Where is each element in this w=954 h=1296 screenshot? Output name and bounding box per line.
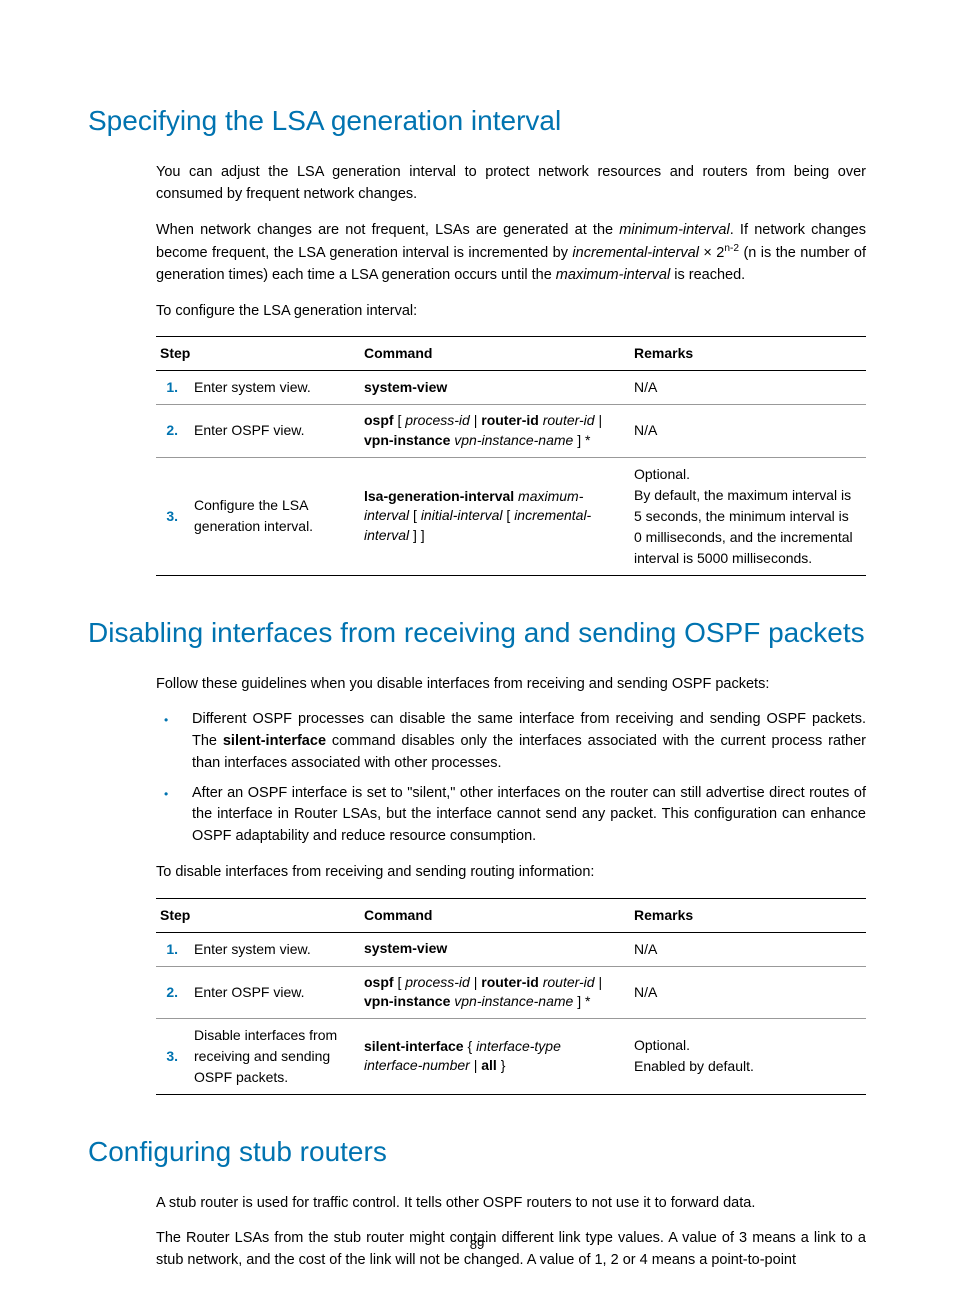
bullet-2: After an OSPF interface is set to "silen…	[156, 783, 866, 848]
th-command: Command	[356, 337, 626, 371]
step-command: system-view	[356, 371, 626, 405]
table-row: 3.Configure the LSA generation interval.…	[156, 457, 866, 575]
step-number: 3.	[156, 457, 186, 575]
step-remarks: Optional.By default, the maximum interva…	[626, 457, 866, 575]
heading-silent-interface: Disabling interfaces from receiving and …	[88, 612, 866, 654]
tbody-silent: 1.Enter system view.system-viewN/A2.Ente…	[156, 932, 866, 1094]
step-remarks: N/A	[626, 371, 866, 405]
th-command: Command	[356, 898, 626, 932]
th-step: Step	[156, 337, 356, 371]
tbody-lsa: 1.Enter system view.system-viewN/A2.Ente…	[156, 371, 866, 575]
step-command: silent-interface { interface-type interf…	[356, 1018, 626, 1094]
table-silent-interface: Step Command Remarks 1.Enter system view…	[156, 898, 866, 1095]
step-command: lsa-generation-interval maximum-interval…	[356, 457, 626, 575]
table-row: 1.Enter system view.system-viewN/A	[156, 932, 866, 966]
table-lsa-interval: Step Command Remarks 1.Enter system view…	[156, 336, 866, 575]
heading-lsa-interval: Specifying the LSA generation interval	[88, 100, 866, 142]
table-row: 2.Enter OSPF view.ospf [ process-id | ro…	[156, 405, 866, 457]
step-number: 3.	[156, 1018, 186, 1094]
step-remarks: N/A	[626, 966, 866, 1018]
step-remarks: N/A	[626, 932, 866, 966]
step-number: 2.	[156, 405, 186, 457]
section2-lead2: To disable interfaces from receiving and…	[156, 862, 866, 884]
section1-para1: You can adjust the LSA generation interv…	[156, 162, 866, 206]
step-number: 2.	[156, 966, 186, 1018]
section2-lead: Follow these guidelines when you disable…	[156, 674, 866, 696]
step-desc: Enter system view.	[186, 371, 356, 405]
step-desc: Configure the LSA generation interval.	[186, 457, 356, 575]
step-number: 1.	[156, 371, 186, 405]
heading-stub-routers: Configuring stub routers	[88, 1131, 866, 1173]
section1-para2: When network changes are not frequent, L…	[156, 220, 866, 287]
section3-body: A stub router is used for traffic contro…	[156, 1193, 866, 1272]
page-number: 89	[0, 1235, 954, 1255]
th-step: Step	[156, 898, 356, 932]
step-desc: Enter OSPF view.	[186, 405, 356, 457]
step-desc: Disable interfaces from receiving and se…	[186, 1018, 356, 1094]
step-command: ospf [ process-id | router-id router-id …	[356, 966, 626, 1018]
step-desc: Enter system view.	[186, 932, 356, 966]
step-number: 1.	[156, 932, 186, 966]
step-command: system-view	[356, 932, 626, 966]
bullet-1: Different OSPF processes can disable the…	[156, 709, 866, 774]
step-remarks: N/A	[626, 405, 866, 457]
table-row: 3.Disable interfaces from receiving and …	[156, 1018, 866, 1094]
section2-para2: To disable interfaces from receiving and…	[156, 862, 866, 884]
table-row: 1.Enter system view.system-viewN/A	[156, 371, 866, 405]
section1-para3: To configure the LSA generation interval…	[156, 301, 866, 323]
table-row: 2.Enter OSPF view.ospf [ process-id | ro…	[156, 966, 866, 1018]
section1-body: You can adjust the LSA generation interv…	[156, 162, 866, 322]
th-remarks: Remarks	[626, 898, 866, 932]
section2-bullets: Different OSPF processes can disable the…	[156, 709, 866, 848]
th-remarks: Remarks	[626, 337, 866, 371]
section3-para1: A stub router is used for traffic contro…	[156, 1193, 866, 1215]
step-desc: Enter OSPF view.	[186, 966, 356, 1018]
step-command: ospf [ process-id | router-id router-id …	[356, 405, 626, 457]
section2-para1: Follow these guidelines when you disable…	[156, 674, 866, 696]
step-remarks: Optional.Enabled by default.	[626, 1018, 866, 1094]
